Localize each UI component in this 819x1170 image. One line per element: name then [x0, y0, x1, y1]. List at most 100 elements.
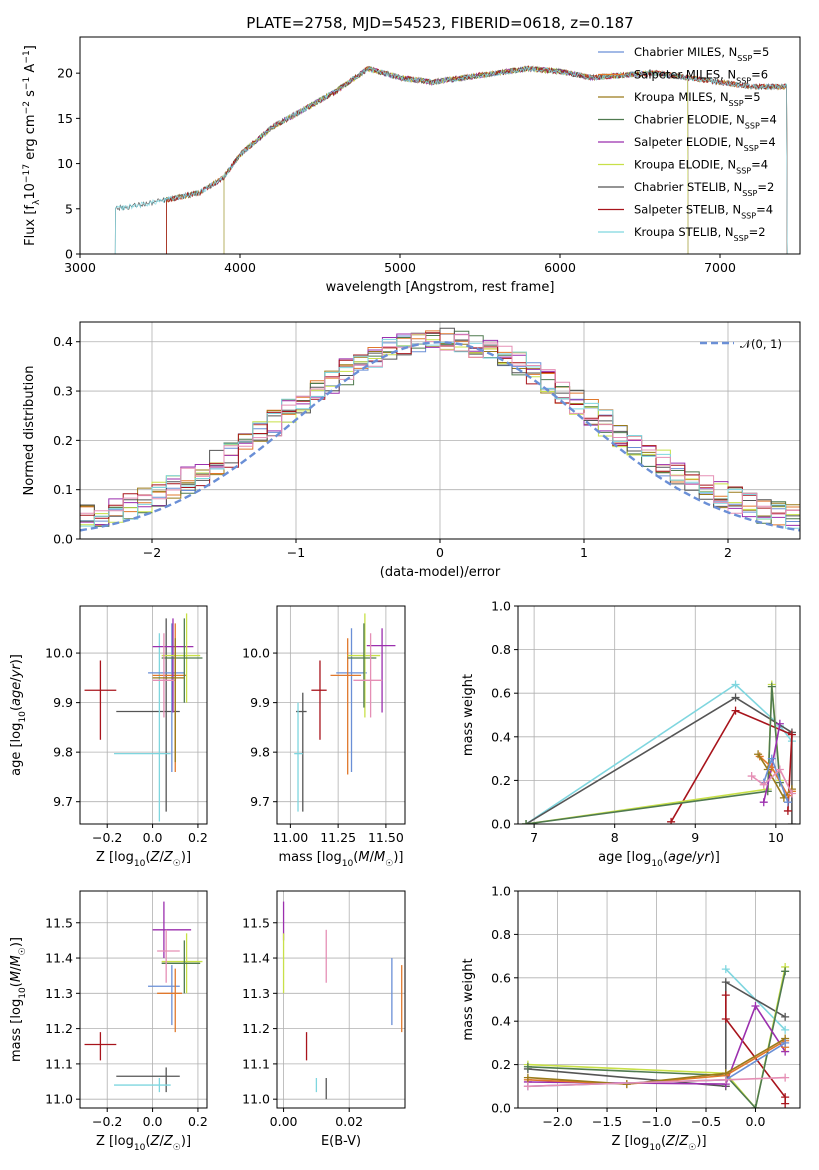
series-line — [525, 684, 781, 824]
series-line — [223, 65, 689, 254]
y-tick-label: 0.0 — [491, 1101, 511, 1116]
data-marker — [783, 798, 792, 807]
y-axis-label: Flux [fλ10−17 erg cm−2 s−1 A−1] — [22, 45, 42, 246]
spectrum-chart: 3000 4000 5000 6000 7000 0 5 10 15 20 PLATE=2758, … — [22, 14, 801, 295]
x-tick-label: 0.0 — [746, 1114, 766, 1129]
axes-frame — [79, 890, 208, 1109]
y-axis-label: mass [log10(M/M☉)] — [9, 937, 28, 1062]
series-line — [757, 753, 793, 800]
y-tick-label: 1.0 — [491, 884, 511, 899]
x-tick-label: 0.2 — [188, 1114, 208, 1129]
x-tick-label: 3000 — [64, 260, 96, 275]
data-marker — [721, 1015, 730, 1024]
massweight-vs-age-plot-area — [522, 680, 796, 824]
x-tick-label: −0.2 — [92, 1114, 122, 1129]
age-vs-z-chart: −0.2 0.0 0.2 9.7 9.8 9.9 10.0 Z [log10(Z/Z☉)] ag… — [9, 605, 208, 869]
normal-curve — [80, 340, 800, 532]
x-tick-label: 8 — [611, 830, 619, 845]
y-tick-label: 0.8 — [491, 927, 511, 942]
y-tick-label: 0.3 — [53, 384, 73, 399]
data-marker — [759, 780, 768, 789]
mass-vs-z-chart: −0.2 0.0 0.2 11.0 11.1 11.2 11.3 11.4 11.5 Z [log… — [9, 890, 208, 1153]
massweight-vs-age-chart: 7 8 9 10 0.0 0.2 0.4 0.6 0.8 1.0 age [log10(age/yr… — [461, 599, 801, 869]
x-tick-label: −1.5 — [592, 1114, 622, 1129]
legend-label: Chabrier STELIB, NSSP=2 — [634, 180, 774, 198]
data-marker — [731, 706, 740, 715]
data-marker — [781, 1038, 790, 1047]
y-tick-label: 11.4 — [45, 951, 73, 966]
x-tick-label: 0.2 — [188, 830, 208, 845]
chart-title: PLATE=2758, MJD=54523, FIBERID=0618, z=0… — [246, 14, 633, 32]
x-axis-label: Z [log10(Z/Z☉)] — [96, 1134, 191, 1153]
data-marker — [781, 1012, 790, 1021]
y-tick-label: 0.8 — [491, 642, 511, 657]
y-tick-label: 11.5 — [45, 915, 73, 930]
y-tick-label: 9.7 — [250, 794, 270, 809]
y-tick-label: 5 — [65, 201, 73, 216]
legend-label: Salpeter ELODIE, NSSP=4 — [634, 135, 776, 153]
histogram-step — [80, 332, 800, 519]
legend-label: Kroupa ELODIE, NSSP=4 — [634, 158, 768, 176]
residuals-plot-area — [80, 327, 800, 532]
y-tick-label: 0.0 — [53, 532, 73, 547]
residuals-chart: −2 −1 0 1 2 0.0 0.1 0.2 0.3 0.4 (data-model)/error… — [22, 321, 801, 580]
x-tick-label: 0.02 — [335, 1114, 363, 1129]
y-tick-label: 9.9 — [250, 695, 270, 710]
x-axis-label: Z [log10(Z/Z☉)] — [96, 850, 191, 869]
y-tick-label: 0.6 — [491, 970, 511, 985]
y-tick-label: 20 — [57, 66, 73, 81]
y-tick-label: 9.9 — [53, 695, 73, 710]
y-tick-label: 11.3 — [45, 986, 73, 1001]
y-axis-label: mass weight — [461, 674, 476, 756]
x-tick-label: 2 — [724, 545, 732, 560]
x-tick-label: 9 — [691, 830, 699, 845]
x-axis-label: wavelength [Angstrom, rest frame] — [326, 280, 555, 295]
legend-label: 𝒩(0, 1) — [740, 337, 782, 351]
data-marker — [667, 817, 676, 824]
x-tick-label: 11.25 — [320, 830, 356, 845]
x-axis-label: E(B-V) — [321, 1134, 361, 1149]
y-tick-label: 9.8 — [250, 745, 270, 760]
data-marker — [622, 1080, 631, 1089]
y-tick-label: 15 — [57, 111, 73, 126]
legend-label: Kroupa MILES, NSSP=5 — [634, 90, 761, 108]
data-marker — [731, 680, 740, 689]
legend-label: Kroupa STELIB, NSSP=2 — [634, 225, 766, 243]
mass-vs-ebv-chart: 0.00 0.02 11.0 11.1 11.2 11.3 11.4 11.5 E(B-V) — [242, 890, 406, 1149]
histogram-step — [80, 333, 800, 515]
data-marker — [775, 765, 784, 774]
y-tick-label: 0.0 — [491, 817, 511, 832]
x-tick-label: 4000 — [224, 260, 256, 275]
data-marker — [787, 820, 796, 824]
x-tick-label: 11.00 — [272, 830, 308, 845]
y-tick-label: 11.2 — [45, 1021, 73, 1036]
y-tick-label: 9.7 — [53, 794, 73, 809]
data-marker — [767, 682, 776, 691]
axes-frame — [79, 605, 208, 825]
x-tick-label: 0.0 — [143, 830, 163, 845]
data-marker — [775, 719, 784, 728]
y-tick-label: 11.0 — [242, 1092, 270, 1107]
data-marker — [721, 991, 730, 1000]
data-marker — [781, 1099, 790, 1108]
x-tick-label: 0.0 — [143, 1114, 163, 1129]
y-tick-label: 0.6 — [491, 686, 511, 701]
data-marker — [721, 965, 730, 974]
data-marker — [781, 967, 790, 976]
data-marker — [523, 1082, 532, 1091]
y-tick-label: 11.1 — [242, 1056, 270, 1071]
y-tick-label: 0 — [65, 247, 73, 262]
axes-frame — [276, 605, 406, 825]
y-tick-label: 11.5 — [242, 915, 270, 930]
massweight-vs-z-chart: −2.0 −1.5 −1.0 −0.5 0.0 0.0 0.2 0.4 0.6 0.8 1.0 Z [… — [461, 884, 801, 1153]
data-marker — [522, 820, 531, 824]
data-marker — [754, 750, 763, 759]
data-marker — [751, 1002, 760, 1011]
y-axis-label: Normed distribution — [22, 366, 37, 496]
legend-label: Salpeter MILES, NSSP=6 — [634, 68, 768, 86]
y-tick-label: 0.2 — [491, 1057, 511, 1072]
data-marker — [783, 806, 792, 815]
massweight-vs-z-plot-area — [523, 962, 790, 1108]
series-line — [670, 709, 793, 823]
